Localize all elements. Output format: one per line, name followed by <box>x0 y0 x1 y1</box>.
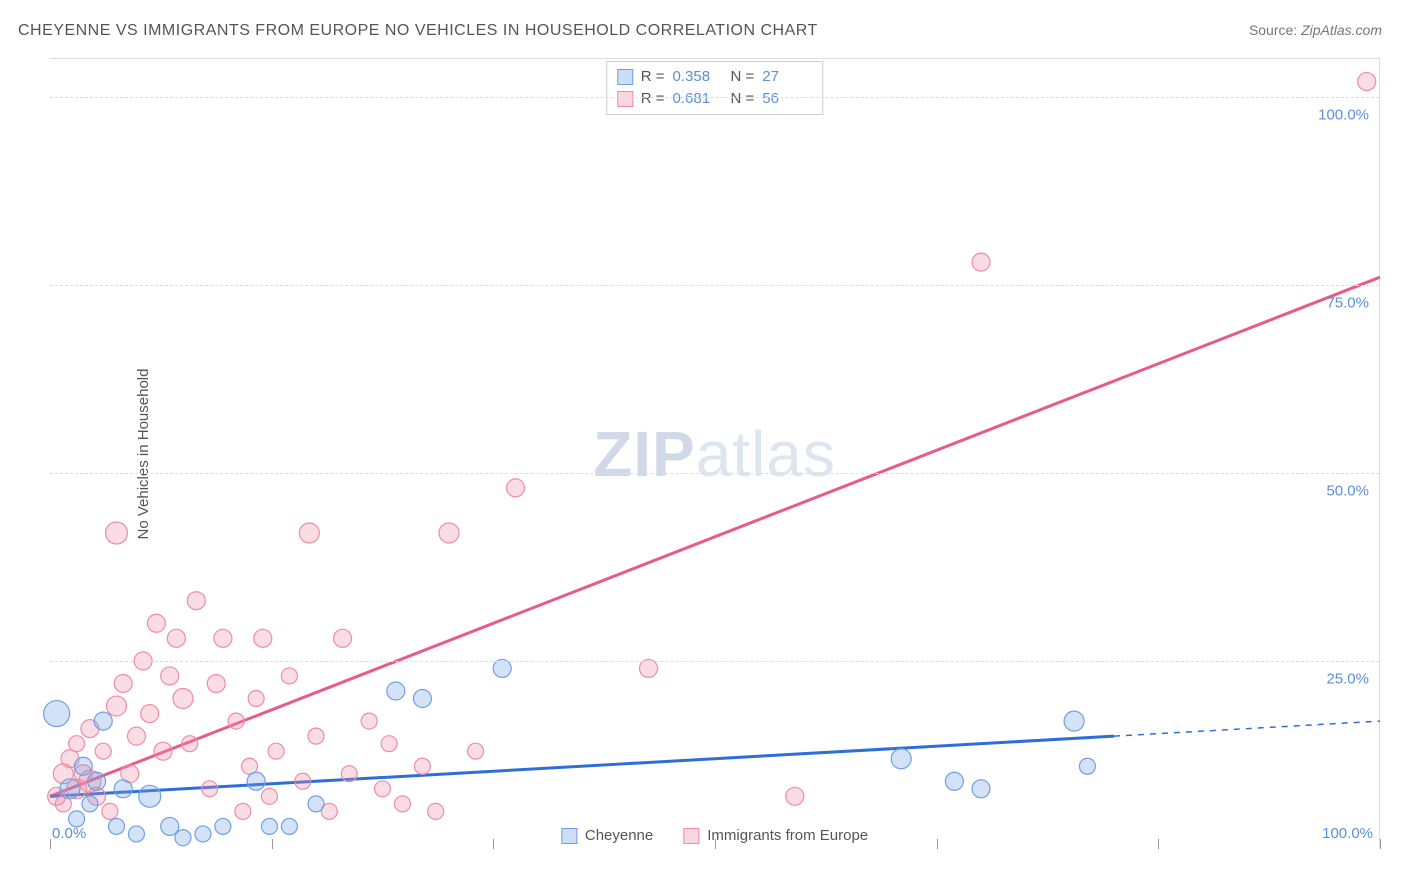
data-point <box>109 818 125 834</box>
data-point <box>640 659 658 677</box>
gridline <box>50 285 1379 286</box>
data-point <box>254 629 272 647</box>
data-point <box>195 826 211 842</box>
data-point <box>299 523 319 543</box>
data-point <box>107 696 127 716</box>
data-point <box>95 743 111 759</box>
data-point <box>128 826 144 842</box>
data-point <box>394 796 410 812</box>
y-tick-label: 25.0% <box>1326 670 1369 687</box>
data-point <box>127 727 145 745</box>
swatch-pink-icon <box>683 828 699 844</box>
legend-item: Cheyenne <box>561 827 653 844</box>
data-point <box>381 736 397 752</box>
data-point <box>261 788 277 804</box>
data-point <box>493 659 511 677</box>
source-label: Source: <box>1249 22 1297 38</box>
data-point <box>161 667 179 685</box>
data-point <box>167 629 185 647</box>
data-point <box>361 713 377 729</box>
data-point <box>281 668 297 684</box>
data-point <box>102 803 118 819</box>
trend-line <box>50 277 1380 796</box>
x-tick <box>493 839 494 849</box>
gridline <box>50 661 1379 662</box>
legend-label: Immigrants from Europe <box>707 827 868 844</box>
data-point <box>972 253 990 271</box>
data-point <box>1079 758 1095 774</box>
data-point <box>94 712 112 730</box>
x-tick <box>715 839 716 849</box>
data-point <box>228 713 244 729</box>
y-tick-label: 100.0% <box>1318 106 1369 123</box>
x-tick <box>937 839 938 849</box>
data-point <box>308 796 324 812</box>
data-point <box>268 743 284 759</box>
data-point <box>261 818 277 834</box>
data-point <box>295 773 311 789</box>
data-point <box>248 691 264 707</box>
data-point <box>247 772 265 790</box>
data-point <box>139 785 161 807</box>
data-point <box>173 689 193 709</box>
data-point <box>182 736 198 752</box>
chart-title: CHEYENNE VS IMMIGRANTS FROM EUROPE NO VE… <box>18 22 818 40</box>
chart-svg <box>50 59 1379 848</box>
data-point <box>214 629 232 647</box>
data-point <box>60 779 80 799</box>
gridline <box>50 473 1379 474</box>
data-point <box>439 523 459 543</box>
data-point <box>82 796 98 812</box>
data-point <box>147 614 165 632</box>
data-point <box>154 742 172 760</box>
data-point <box>69 736 85 752</box>
data-point <box>468 743 484 759</box>
data-point <box>428 803 444 819</box>
data-point <box>375 781 391 797</box>
x-tick <box>1158 839 1159 849</box>
swatch-blue-icon <box>561 828 577 844</box>
gridline <box>50 97 1379 98</box>
data-point <box>414 758 430 774</box>
x-tick-label: 0.0% <box>52 825 86 842</box>
data-point <box>175 830 191 846</box>
x-tick <box>1380 839 1381 849</box>
data-point <box>215 818 231 834</box>
y-tick-label: 75.0% <box>1326 294 1369 311</box>
data-point <box>891 749 911 769</box>
plot-area: No Vehicles in Household ZIPatlas R = 0.… <box>50 58 1380 848</box>
y-tick-label: 50.0% <box>1326 482 1369 499</box>
data-point <box>207 674 225 692</box>
x-tick <box>272 839 273 849</box>
data-point <box>187 592 205 610</box>
data-point <box>106 522 128 544</box>
data-point <box>413 690 431 708</box>
data-point <box>334 629 352 647</box>
legend-label: Cheyenne <box>585 827 653 844</box>
data-point <box>1358 73 1376 91</box>
data-point <box>1064 711 1084 731</box>
x-tick-label: 100.0% <box>1322 825 1373 842</box>
data-point <box>114 674 132 692</box>
data-point <box>341 766 357 782</box>
data-point <box>202 781 218 797</box>
x-tick <box>50 839 51 849</box>
data-point <box>281 818 297 834</box>
data-point <box>786 787 804 805</box>
data-point <box>235 803 251 819</box>
data-point <box>114 780 132 798</box>
source-attribution: Source: ZipAtlas.com <box>1249 22 1382 38</box>
legend-item: Immigrants from Europe <box>683 827 868 844</box>
data-point <box>308 728 324 744</box>
data-point <box>972 780 990 798</box>
data-point <box>387 682 405 700</box>
data-point <box>141 705 159 723</box>
data-point <box>88 772 106 790</box>
source-value: ZipAtlas.com <box>1301 22 1382 38</box>
trend-line-extrapolated <box>1114 721 1380 736</box>
data-point <box>507 479 525 497</box>
data-point <box>945 772 963 790</box>
data-point <box>74 757 92 775</box>
data-point <box>44 701 70 727</box>
